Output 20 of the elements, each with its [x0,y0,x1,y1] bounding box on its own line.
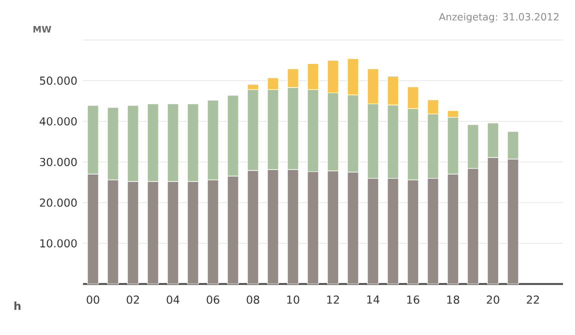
y-tick-label: 20.000 [40,198,77,207]
x-tick-label: 14 [367,296,380,304]
x-tick-label: 20 [486,296,500,304]
x-tick-label: 10 [287,296,300,304]
y-tick-label: 50.000 [40,76,77,85]
x-tick-label: 18 [447,296,460,304]
x-axis-title: h [14,302,20,310]
y-tick-label: 30.000 [40,158,77,166]
x-tick-label: 08 [246,296,260,304]
x-tick-label: 06 [206,296,220,304]
x-tick-label: 00 [86,296,100,304]
x-tick-label: 02 [126,296,139,304]
x-tick-label: 16 [407,296,420,304]
y-tick-label: 40.000 [40,117,77,126]
y-tick-label: 10.000 [40,239,77,248]
x-tick-label: 22 [526,296,539,304]
x-tick-label: 04 [166,296,180,304]
chart-subtitle: Anzeigetag: 31.03.2012 [438,12,558,23]
y-axis-title: MW [33,26,52,32]
x-tick-label: 12 [327,296,339,304]
